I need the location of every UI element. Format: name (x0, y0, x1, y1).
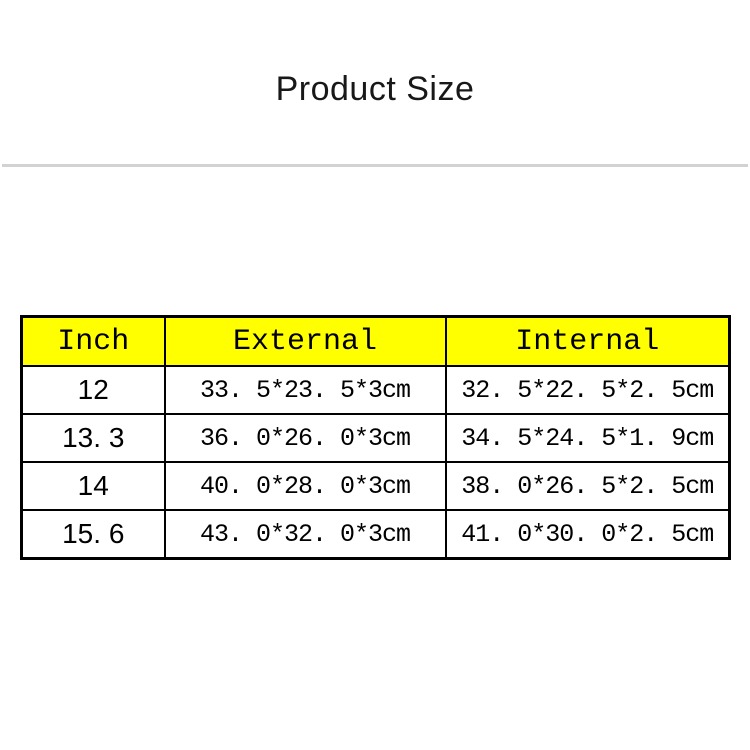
cell-external: 40. 0*28. 0*3cm (163, 461, 447, 511)
cell-external: 33. 5*23. 5*3cm (163, 365, 447, 415)
cell-internal: 34. 5*24. 5*1. 9cm (444, 413, 731, 463)
page-title: Product Size (275, 70, 475, 108)
size-table: Inch External Internal 12 33. 5*23. 5*3c… (20, 315, 731, 560)
cell-internal: 41. 0*30. 0*2. 5cm (444, 509, 731, 560)
cell-internal: 38. 0*26. 5*2. 5cm (444, 461, 731, 511)
cell-external: 36. 0*26. 0*3cm (163, 413, 447, 463)
table-row: 15. 6 43. 0*32. 0*3cm 41. 0*30. 0*2. 5cm (20, 509, 731, 560)
header-external: External (163, 315, 447, 367)
cell-inch: 15. 6 (20, 509, 166, 560)
header-inch: Inch (20, 315, 166, 367)
table-row: 14 40. 0*28. 0*3cm 38. 0*26. 5*2. 5cm (20, 461, 731, 511)
cell-inch: 13. 3 (20, 413, 166, 463)
table-row: 13. 3 36. 0*26. 0*3cm 34. 5*24. 5*1. 9cm (20, 413, 731, 463)
cell-external: 43. 0*32. 0*3cm (163, 509, 447, 560)
table-row: 12 33. 5*23. 5*3cm 32. 5*22. 5*2. 5cm (20, 365, 731, 415)
cell-internal: 32. 5*22. 5*2. 5cm (444, 365, 731, 415)
header-internal: Internal (444, 315, 731, 367)
cell-inch: 14 (20, 461, 166, 511)
table-header-row: Inch External Internal (20, 315, 731, 367)
divider-line (2, 164, 748, 167)
cell-inch: 12 (20, 365, 166, 415)
